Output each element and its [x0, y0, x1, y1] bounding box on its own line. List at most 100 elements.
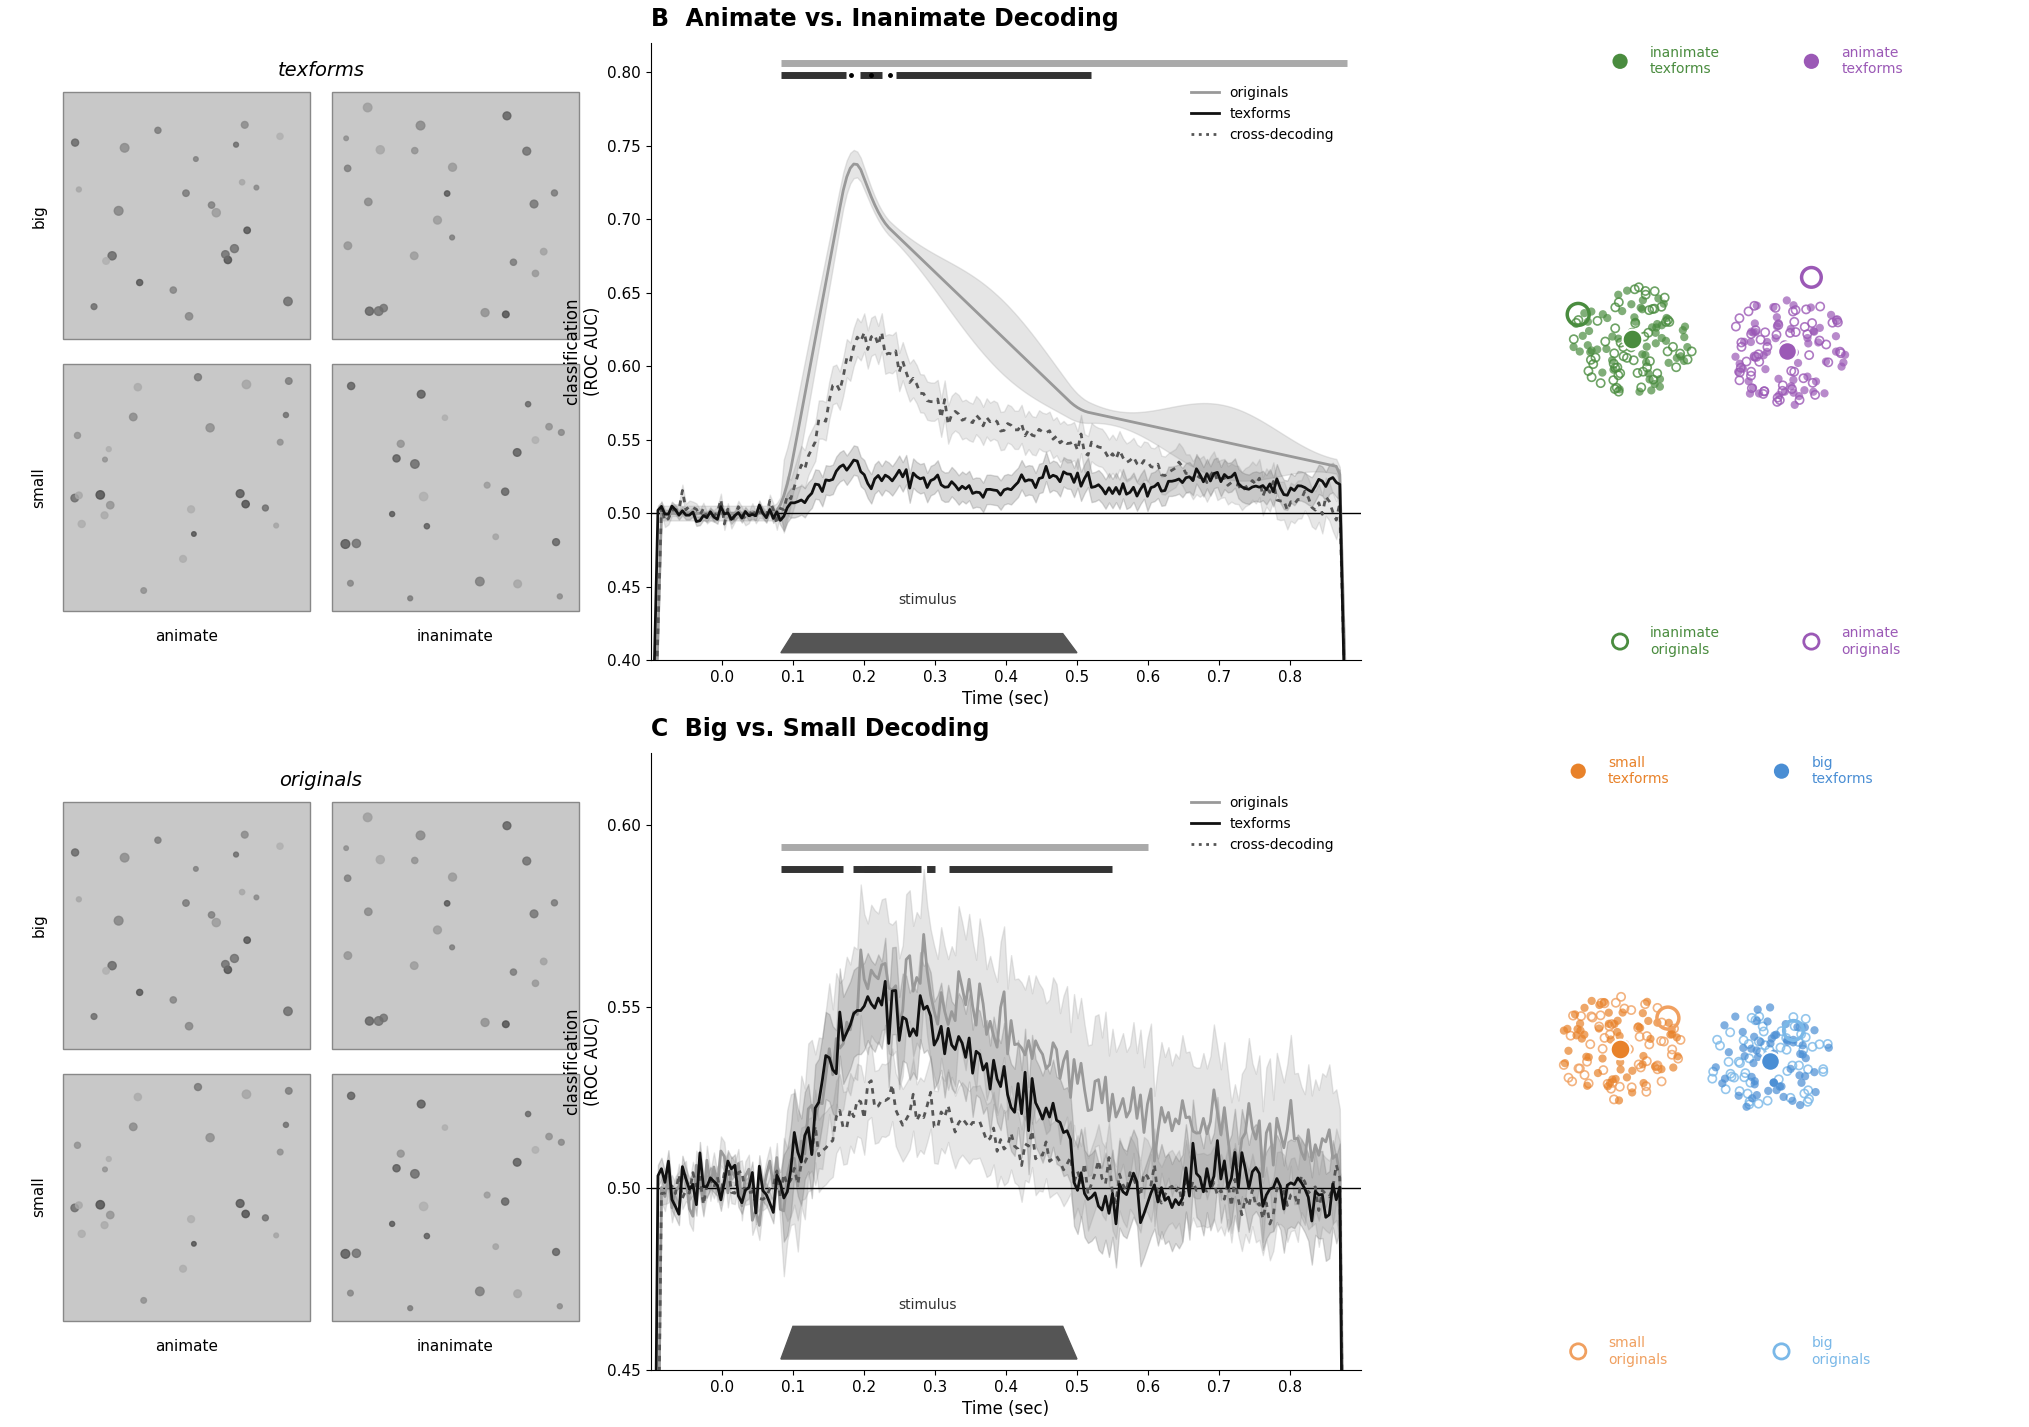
Point: [406, 382, 438, 405]
texforms: [1303, 1183, 1327, 1200]
Point: [95, 955, 128, 977]
Point: [101, 200, 134, 223]
Point: [1745, 328, 1777, 351]
Point: [1767, 1086, 1800, 1109]
Point: [331, 866, 363, 889]
Point: [1708, 1015, 1741, 1037]
Point: [59, 841, 91, 863]
Point: [195, 417, 227, 440]
Point: [1641, 1055, 1674, 1077]
Point: [1741, 1009, 1773, 1032]
Point: [1605, 300, 1637, 323]
Point: [195, 903, 227, 926]
Point: [270, 404, 302, 427]
Point: [1672, 335, 1704, 358]
Point: [379, 447, 412, 469]
Point: [1603, 50, 1635, 73]
Point: [264, 126, 296, 148]
Point: [1575, 348, 1607, 371]
Point: [1798, 1060, 1830, 1083]
Point: [1629, 344, 1662, 367]
Point: [1631, 1009, 1664, 1032]
Point: [540, 1240, 572, 1263]
Point: [375, 502, 408, 525]
Point: [1712, 1050, 1745, 1073]
Point: [83, 484, 116, 507]
Point: [1810, 332, 1842, 355]
Point: [1786, 1043, 1818, 1066]
Point: [1585, 1005, 1617, 1027]
Point: [1792, 365, 1824, 388]
Point: [1777, 1030, 1810, 1053]
Point: [1779, 298, 1812, 321]
Point: [1650, 311, 1682, 334]
cross-decoding: [769, 499, 793, 517]
Point: [1641, 996, 1674, 1019]
Point: [1777, 294, 1810, 317]
Point: [1765, 759, 1798, 782]
Point: [1723, 1050, 1755, 1073]
Point: [1556, 1070, 1589, 1093]
Point: [1777, 360, 1810, 382]
Point: [229, 113, 262, 136]
Point: [77, 1005, 110, 1027]
Point: [122, 1086, 154, 1109]
Point: [209, 953, 241, 976]
Point: [1723, 361, 1755, 384]
Point: [272, 290, 304, 313]
Point: [353, 900, 386, 923]
Point: [1783, 388, 1816, 411]
Point: [1599, 378, 1631, 401]
Point: [1585, 371, 1617, 394]
Point: [1798, 381, 1830, 404]
Point: [1668, 350, 1700, 372]
Point: [1572, 360, 1605, 382]
Point: [1731, 350, 1763, 372]
Point: [270, 1113, 302, 1136]
Point: [1607, 1002, 1639, 1025]
Point: [1747, 1015, 1779, 1037]
Point: [93, 1203, 126, 1226]
Point: [1601, 377, 1633, 400]
Point: [491, 104, 523, 127]
Point: [1597, 358, 1629, 381]
Point: [422, 208, 454, 231]
Point: [1706, 1072, 1739, 1095]
Point: [1662, 1045, 1694, 1067]
Point: [1747, 380, 1779, 402]
Point: [1631, 1050, 1664, 1073]
Point: [1723, 1085, 1755, 1107]
Point: [1777, 300, 1810, 323]
Text: inanimate
originals: inanimate originals: [1650, 626, 1721, 656]
cross-decoding: [769, 1189, 793, 1206]
Point: [1790, 298, 1822, 321]
Point: [1562, 1017, 1595, 1040]
Point: [489, 1190, 521, 1213]
Point: [1737, 1087, 1769, 1110]
Point: [229, 823, 262, 846]
Point: [1739, 318, 1771, 341]
Point: [1595, 1072, 1627, 1095]
Point: [1668, 315, 1700, 338]
Point: [1761, 314, 1794, 337]
Point: [1560, 1025, 1593, 1047]
Point: [1723, 352, 1755, 375]
Point: [1666, 318, 1698, 341]
Point: [1629, 280, 1662, 303]
Point: [1765, 1036, 1798, 1059]
Point: [353, 1010, 386, 1033]
Point: [1727, 1029, 1759, 1052]
Point: [1775, 318, 1808, 341]
Point: [122, 375, 154, 398]
Point: [544, 585, 576, 608]
Point: [1570, 1050, 1603, 1073]
Point: [1568, 1063, 1601, 1086]
Point: [546, 421, 578, 444]
Point: [1603, 364, 1635, 387]
Point: [1783, 1030, 1816, 1053]
Point: [386, 1142, 418, 1164]
Point: [1615, 334, 1648, 357]
Point: [1664, 1029, 1696, 1052]
Point: [1715, 1065, 1747, 1087]
Point: [1641, 287, 1674, 310]
